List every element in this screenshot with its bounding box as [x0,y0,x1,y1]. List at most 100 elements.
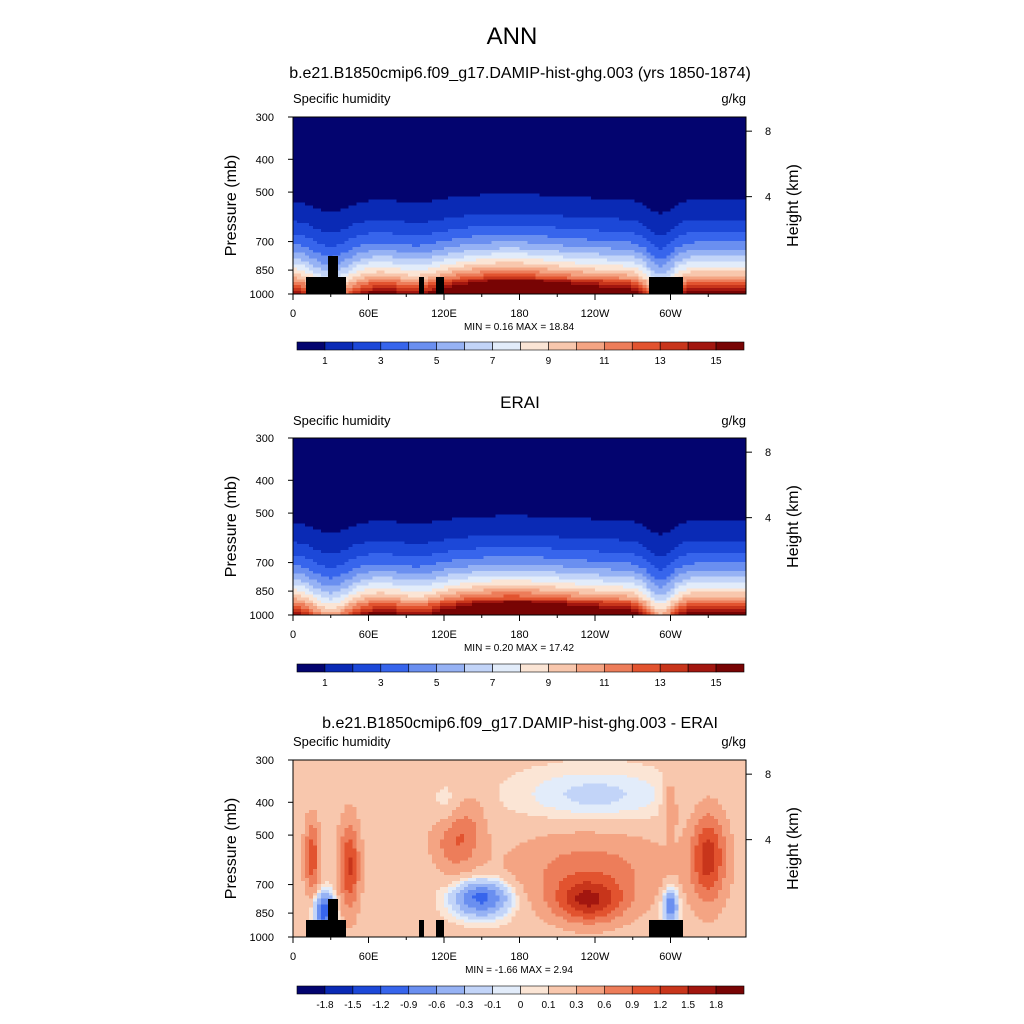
colorbar-swatch [604,341,633,351]
y-tick-label: 1000 [250,289,274,301]
colorbar-label: 13 [655,678,667,689]
panel-title: b.e21.B1850cmip6.f09_g17.DAMIP-hist-ghg.… [289,65,751,82]
colorbar-label: 9 [546,678,552,689]
x-tick-label: 180 [510,951,528,963]
y-tick-label: 500 [256,508,274,520]
x-tick-label: 0 [290,308,296,320]
y-tick-label: 500 [256,830,274,842]
x-tick-label: 120W [581,629,610,641]
y-tick-label: 1000 [250,932,274,944]
x-tick-label: 60E [359,308,379,320]
colorbar-swatch [659,985,689,995]
colorbar-swatch [296,341,326,351]
colorbar-label: 7 [490,356,496,367]
right-label: g/kg [721,413,746,428]
terrain-block [419,277,424,294]
right-label: g/kg [721,91,746,106]
x-tick-label: 180 [510,308,528,320]
y2-tick-label: 4 [765,192,771,204]
colorbar: 1 3 5 7 9 11 13 15 [296,341,745,367]
colorbar-label: 3 [378,678,384,689]
colorbar-swatch [296,663,326,673]
left-label: Specific humidity [293,734,391,749]
left-label: Specific humidity [293,91,391,106]
y-axis-label: Pressure (mb) [223,476,240,577]
terrain-block [649,920,683,937]
colorbar-swatch [464,341,493,351]
colorbar-swatch [492,663,521,673]
colorbar-label: 0.9 [625,1000,639,1011]
y-tick-label: 700 [256,237,274,249]
y2-axis-label: Height (km) [785,807,802,890]
colorbar-swatch [380,985,410,995]
contour-field [293,438,747,616]
colorbar-label: -1.5 [344,1000,362,1011]
colorbar-swatch [436,341,465,351]
y2-tick-label: 4 [765,835,771,847]
colorbar-swatch [352,341,382,351]
x-tick-label: 180 [510,629,528,641]
colorbar-label: 7 [490,678,496,689]
colorbar-swatch [324,663,354,673]
left-label: Specific humidity [293,413,391,428]
x-tick-label: 60E [359,951,379,963]
x-tick-label: 120W [581,951,610,963]
colorbar-label: 11 [599,678,610,689]
colorbar-label: 5 [434,356,440,367]
y-tick-label: 300 [256,755,274,767]
colorbar-label: -1.8 [316,1000,334,1011]
x-tick-label: 60W [659,308,682,320]
terrain-mask [306,256,683,294]
y-tick-label: 700 [256,558,274,570]
colorbar-swatch [408,663,437,673]
colorbar-label: 0 [518,1000,524,1011]
x-tick-label: 120E [431,308,457,320]
colorbar-swatch [659,663,689,673]
terrain-block [436,920,444,937]
colorbar-swatch [380,341,410,351]
colorbar-swatch [687,985,717,995]
terrain-block [649,277,683,294]
y-tick-label: 850 [256,586,274,598]
y-tick-label: 400 [256,154,274,166]
y2-axis-label: Height (km) [785,485,802,568]
colorbar-swatch [687,341,717,351]
colorbar-swatch [408,341,437,351]
colorbar-label: 11 [599,356,610,367]
panel-2: ERAI Specific humidity g/kg 0 60E 120E 180 120W… [223,393,802,689]
terrain-block [328,899,338,937]
colorbar-swatch [576,985,605,995]
y2-tick-label: 4 [765,513,771,525]
colorbar-swatch [296,985,326,995]
colorbar-swatch [492,985,521,995]
colorbar-label: -0.6 [428,1000,446,1011]
terrain-block [419,920,424,937]
y2-tick-label: 8 [765,126,771,138]
colorbar-swatch [715,341,745,351]
y-tick-label: 850 [256,908,274,920]
colorbar-label: 1.2 [653,1000,667,1011]
colorbar-label: -1.2 [372,1000,390,1011]
colorbar-swatch [464,985,493,995]
colorbar-label: 3 [378,356,384,367]
terrain-block [306,277,346,294]
y-axis-label: Pressure (mb) [223,155,240,256]
terrain-mask [306,899,683,937]
terrain-block [436,277,444,294]
colorbar-swatch [520,663,549,673]
colorbar-label: 1 [322,356,328,367]
colorbar-swatch [687,663,717,673]
colorbar-label: -0.3 [456,1000,474,1011]
colorbar: -1.8 -1.5 -1.2 -0.9 -0.6 -0.3 -0.1 0 0.1 0.3 0.6 0.… [296,985,745,1011]
colorbar-swatch [324,341,354,351]
panels: b.e21.B1850cmip6.f09_g17.DAMIP-hist-ghg.… [223,65,802,1011]
colorbar-swatch [604,663,633,673]
min-max-stats: MIN = -1.66 MAX = 2.94 [465,965,573,976]
y-tick-label: 700 [256,880,274,892]
x-tick-label: 60W [659,951,682,963]
min-max-stats: MIN = 0.20 MAX = 17.42 [464,643,574,654]
right-label: g/kg [721,734,746,749]
colorbar-swatch [520,985,549,995]
terrain-block [328,256,338,294]
